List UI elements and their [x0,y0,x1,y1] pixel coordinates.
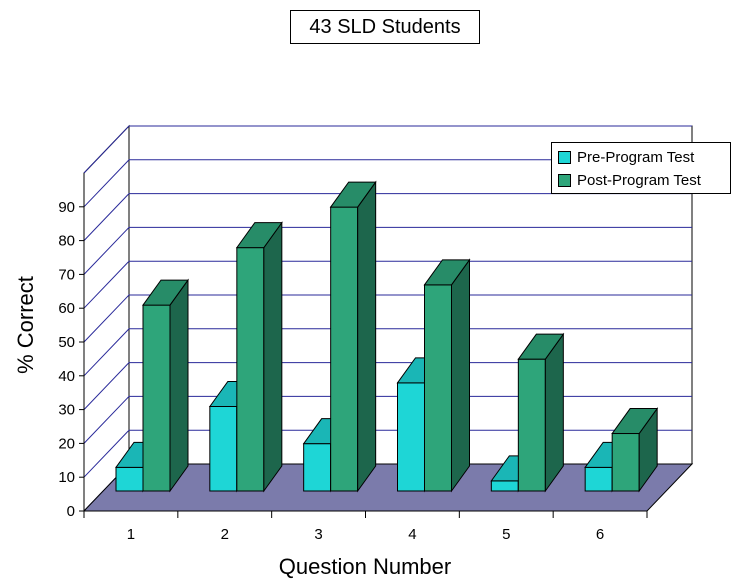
bar-side [263,221,283,493]
gridline [83,125,692,174]
bar-front [303,443,332,492]
legend-item-post: Post-Program Test [558,169,730,192]
bar-front [142,304,171,492]
bar-side [169,278,189,493]
x-tick-label: 5 [502,526,510,543]
x-tick-label: 4 [408,526,416,543]
gridline [83,328,692,377]
legend: Pre-Program Test Post-Program Test [551,142,731,194]
y-tick-label: 80 [58,233,75,250]
bar-front [115,466,144,492]
gridline [83,429,692,478]
legend-swatch-pre [558,151,571,164]
x-tick-label: 1 [127,526,135,543]
bar-top [142,279,189,306]
bar-front [490,480,519,492]
bars [115,180,659,493]
bar-post-q2 [235,221,283,493]
bar-top [611,408,659,435]
y-tick-label: 0 [67,503,75,520]
bar-front [397,382,425,492]
bar-post-q1 [142,278,189,493]
y-tick-label: 40 [58,368,75,385]
bar-side [451,258,470,493]
x-tick-label: 3 [314,526,322,543]
x-tick-label: 6 [596,526,604,543]
legend-item-pre: Pre-Program Test [558,146,730,169]
gridline [83,395,692,444]
gridline [83,294,692,343]
legend-label-post: Post-Program Test [577,172,701,189]
bar-top [329,181,377,208]
y-axis-label: % Correct [13,276,38,374]
y-axis: 0 10 20 30 40 50 60 70 80 90 [58,173,85,520]
bar-post-q5 [517,332,565,493]
bar-front [330,206,359,492]
bar-top [235,222,283,249]
y-tick-label: 30 [58,402,75,419]
gridline [83,159,692,208]
chart-title: 43 SLD Students [290,10,480,44]
bar-post-q3 [329,180,377,493]
y-tick-label: 90 [58,199,75,216]
bar-side [544,332,564,493]
bar-side [357,180,377,493]
bar-top [423,259,471,286]
bar-front [517,358,546,492]
bar-top [517,333,565,360]
y-tick-label: 20 [58,435,75,452]
gridline [83,226,692,275]
x-axis: 1 2 3 4 5 6 [83,510,648,543]
legend-label-pre: Pre-Program Test [577,149,695,166]
bar-front [611,433,640,492]
legend-swatch-post [558,174,571,187]
gridline [83,193,692,241]
y-tick-label: 10 [58,469,75,486]
y-tick-label: 50 [58,334,75,351]
gridline [83,362,692,410]
bar-front [209,406,238,492]
y-tick-label: 60 [58,300,75,317]
bar-front [424,284,452,492]
y-tick-label: 70 [58,266,75,283]
bar-front [236,247,265,492]
bar-post-q6 [611,406,659,493]
x-tick-label: 2 [221,526,229,543]
gridline [83,260,692,309]
x-axis-label: Question Number [278,554,452,579]
bar-post-q4 [423,258,471,493]
bar-front [584,466,613,492]
